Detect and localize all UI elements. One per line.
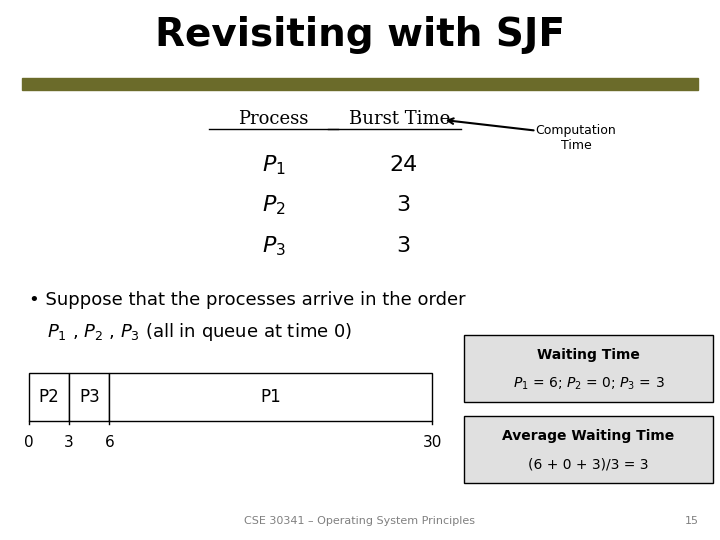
Text: $P_1$: $P_1$ <box>261 153 286 177</box>
Text: 24: 24 <box>389 154 418 175</box>
Text: • Suppose that the processes arrive in the order: • Suppose that the processes arrive in t… <box>29 291 465 309</box>
Text: 30: 30 <box>423 435 441 450</box>
Text: $P_2$: $P_2$ <box>262 193 285 217</box>
Text: (6 + 0 + 3)/3 = 3: (6 + 0 + 3)/3 = 3 <box>528 457 649 471</box>
Text: Revisiting with SJF: Revisiting with SJF <box>155 16 565 54</box>
Text: 15: 15 <box>685 516 698 526</box>
FancyBboxPatch shape <box>464 416 713 483</box>
Text: Average Waiting Time: Average Waiting Time <box>503 429 675 443</box>
Text: Burst Time: Burst Time <box>349 110 450 128</box>
Bar <box>69 373 109 421</box>
FancyBboxPatch shape <box>464 335 713 402</box>
Text: Process: Process <box>238 110 309 128</box>
Text: $P_3$: $P_3$ <box>261 234 286 258</box>
Text: P1: P1 <box>261 388 281 406</box>
Bar <box>109 373 432 421</box>
Bar <box>29 373 69 421</box>
Text: $P_1$ , $P_2$ , $P_3$ (all in queue at time 0): $P_1$ , $P_2$ , $P_3$ (all in queue at t… <box>47 321 352 343</box>
Text: CSE 30341 – Operating System Principles: CSE 30341 – Operating System Principles <box>245 516 475 526</box>
Text: 0: 0 <box>24 435 34 450</box>
Text: 3: 3 <box>396 195 410 215</box>
Text: P3: P3 <box>79 388 99 406</box>
Text: 3: 3 <box>64 435 74 450</box>
Text: Computation
Time: Computation Time <box>536 124 616 152</box>
Text: $P_1$ = 6; $P_2$ = 0; $P_3$ = 3: $P_1$ = 6; $P_2$ = 0; $P_3$ = 3 <box>513 375 665 391</box>
Text: P2: P2 <box>39 388 59 406</box>
Text: 3: 3 <box>396 235 410 256</box>
Text: Waiting Time: Waiting Time <box>537 348 640 362</box>
Bar <box>22 78 698 90</box>
Text: 6: 6 <box>104 435 114 450</box>
